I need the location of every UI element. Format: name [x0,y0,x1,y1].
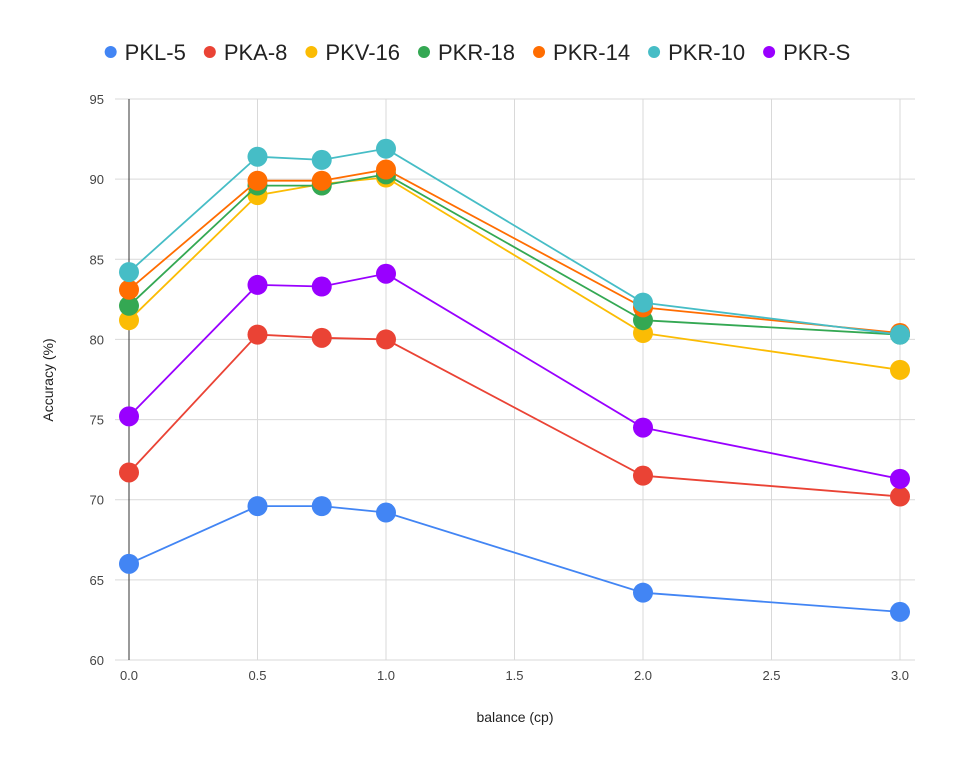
data-point [890,324,910,345]
legend-label: PKR-14 [553,40,630,65]
series-line [128,505,901,613]
y-tick-label: 65 [90,573,104,588]
data-point [247,146,268,167]
data-point [119,406,139,427]
y-tick-label: 85 [90,252,104,267]
data-point [633,417,653,438]
grid-lines [115,98,915,661]
legend-marker [648,46,661,58]
data-point [376,329,396,350]
data-point [890,601,910,622]
legend-marker [533,46,546,58]
data-point [890,468,910,489]
data-point [119,462,139,483]
legend-label: PKA-8 [224,40,288,65]
series-pkr-14 [119,159,910,344]
y-tick-label: 75 [90,413,104,428]
legend-label: PKL-5 [125,40,186,65]
series-line [128,333,901,498]
legend: PKL-5 PKA-8 PKV-16 PKR-18 PKR-14 PKR-10 PKR-S [104,40,850,65]
series-line [128,173,901,336]
legend-item-pkr-s: PKR-S [763,40,850,65]
y-tick-label: 80 [90,332,104,347]
x-tick-label: 3.0 [891,668,909,683]
data-point [890,359,910,380]
data-point [311,276,332,297]
data-point [311,149,332,170]
legend-marker [104,46,117,58]
data-point [376,159,396,180]
data-point [119,262,139,283]
series-pkl-5 [119,496,910,622]
series-line [128,147,901,336]
legend-item-pkr-18: PKR-18 [418,40,515,65]
series-pkr-10 [119,138,910,345]
data-point [119,295,139,316]
series-group [119,138,910,622]
x-tick-label: 0.0 [120,668,138,683]
legend-item-pka-8: PKA-8 [203,40,288,65]
data-point [247,324,268,345]
legend-item-pkr-10: PKR-10 [648,40,745,65]
data-point [633,465,653,486]
data-point [376,502,396,523]
data-point [247,496,268,517]
legend-marker [203,46,216,58]
data-point [119,553,139,574]
legend-item-pkr-14: PKR-14 [533,40,630,65]
legend-marker [305,46,318,58]
data-point [376,138,396,159]
y-axis-title: Accuracy (%) [40,338,56,421]
tick-labels: 60 65 70 75 80 85 90 95 0.0 0.5 1.0 1.5 2.0 2.5 3.0 [90,92,910,683]
x-tick-label: 0.5 [248,668,266,683]
x-tick-label: 2.5 [762,668,780,683]
y-tick-label: 60 [90,653,104,668]
data-point [890,486,910,507]
series-line [128,168,901,334]
x-tick-label: 1.0 [377,668,395,683]
data-point [633,292,653,313]
data-point [311,170,332,191]
legend-item-pkl-5: PKL-5 [104,40,186,65]
x-tick-label: 2.0 [634,668,652,683]
data-point [376,263,396,284]
data-point [247,274,268,295]
legend-marker [418,46,430,58]
x-axis-title: balance (cp) [476,709,553,725]
legend-item-pkv-16: PKV-16 [305,40,400,65]
data-point [633,582,653,603]
data-point [247,170,268,191]
data-point [311,327,332,348]
legend-label: PKR-18 [438,40,515,65]
series-pkr-s [119,263,910,489]
data-point [311,496,332,517]
x-tick-label: 1.5 [505,668,523,683]
y-tick-label: 90 [90,172,104,187]
series-pka-8 [119,324,910,507]
y-tick-label: 95 [90,92,104,107]
series-line [128,272,901,480]
legend-marker [763,46,776,58]
legend-label: PKV-16 [325,40,400,65]
legend-label: PKR-S [783,40,850,65]
legend-label: PKR-10 [668,40,745,65]
data-point [119,310,139,331]
data-point [119,279,139,300]
y-tick-label: 70 [90,493,104,508]
